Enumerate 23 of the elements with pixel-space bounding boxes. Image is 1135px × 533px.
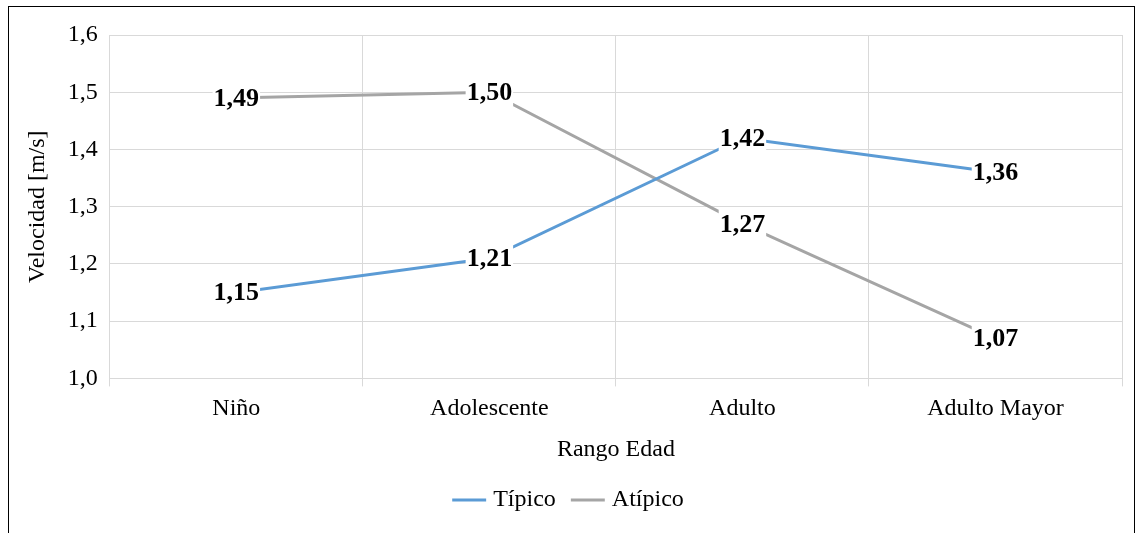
y-tick-label: 1,6 — [67, 20, 98, 47]
legend-label: Atípico — [611, 485, 684, 512]
x-tick-label: Niño — [212, 394, 261, 421]
data-label: 1,07 — [972, 323, 1019, 353]
data-label: 1,15 — [213, 277, 260, 307]
y-tick-label: 1,4 — [67, 134, 98, 161]
y-tick-label: 1,0 — [67, 363, 98, 390]
x-tick-label: Adolescente — [430, 394, 549, 421]
data-label: 1,36 — [972, 157, 1019, 187]
data-label: 1,21 — [466, 242, 513, 272]
data-label: 1,42 — [719, 122, 766, 152]
y-tick-label: 1,1 — [67, 306, 98, 333]
x-axis-title: Rango Edad — [556, 434, 675, 461]
y-axis-title: Velocidad [m/s] — [22, 130, 49, 284]
data-label: 1,27 — [719, 208, 766, 238]
legend-label: Típico — [493, 485, 556, 512]
data-label: 1,50 — [466, 76, 513, 106]
y-tick-label: 1,5 — [67, 77, 98, 104]
x-tick-label: Adulto — [709, 394, 776, 421]
data-label: 1,49 — [213, 82, 260, 112]
x-tick-label: Adulto Mayor — [927, 394, 1064, 421]
y-tick-label: 1,3 — [67, 192, 98, 218]
y-tick-label: 1,2 — [67, 249, 98, 276]
